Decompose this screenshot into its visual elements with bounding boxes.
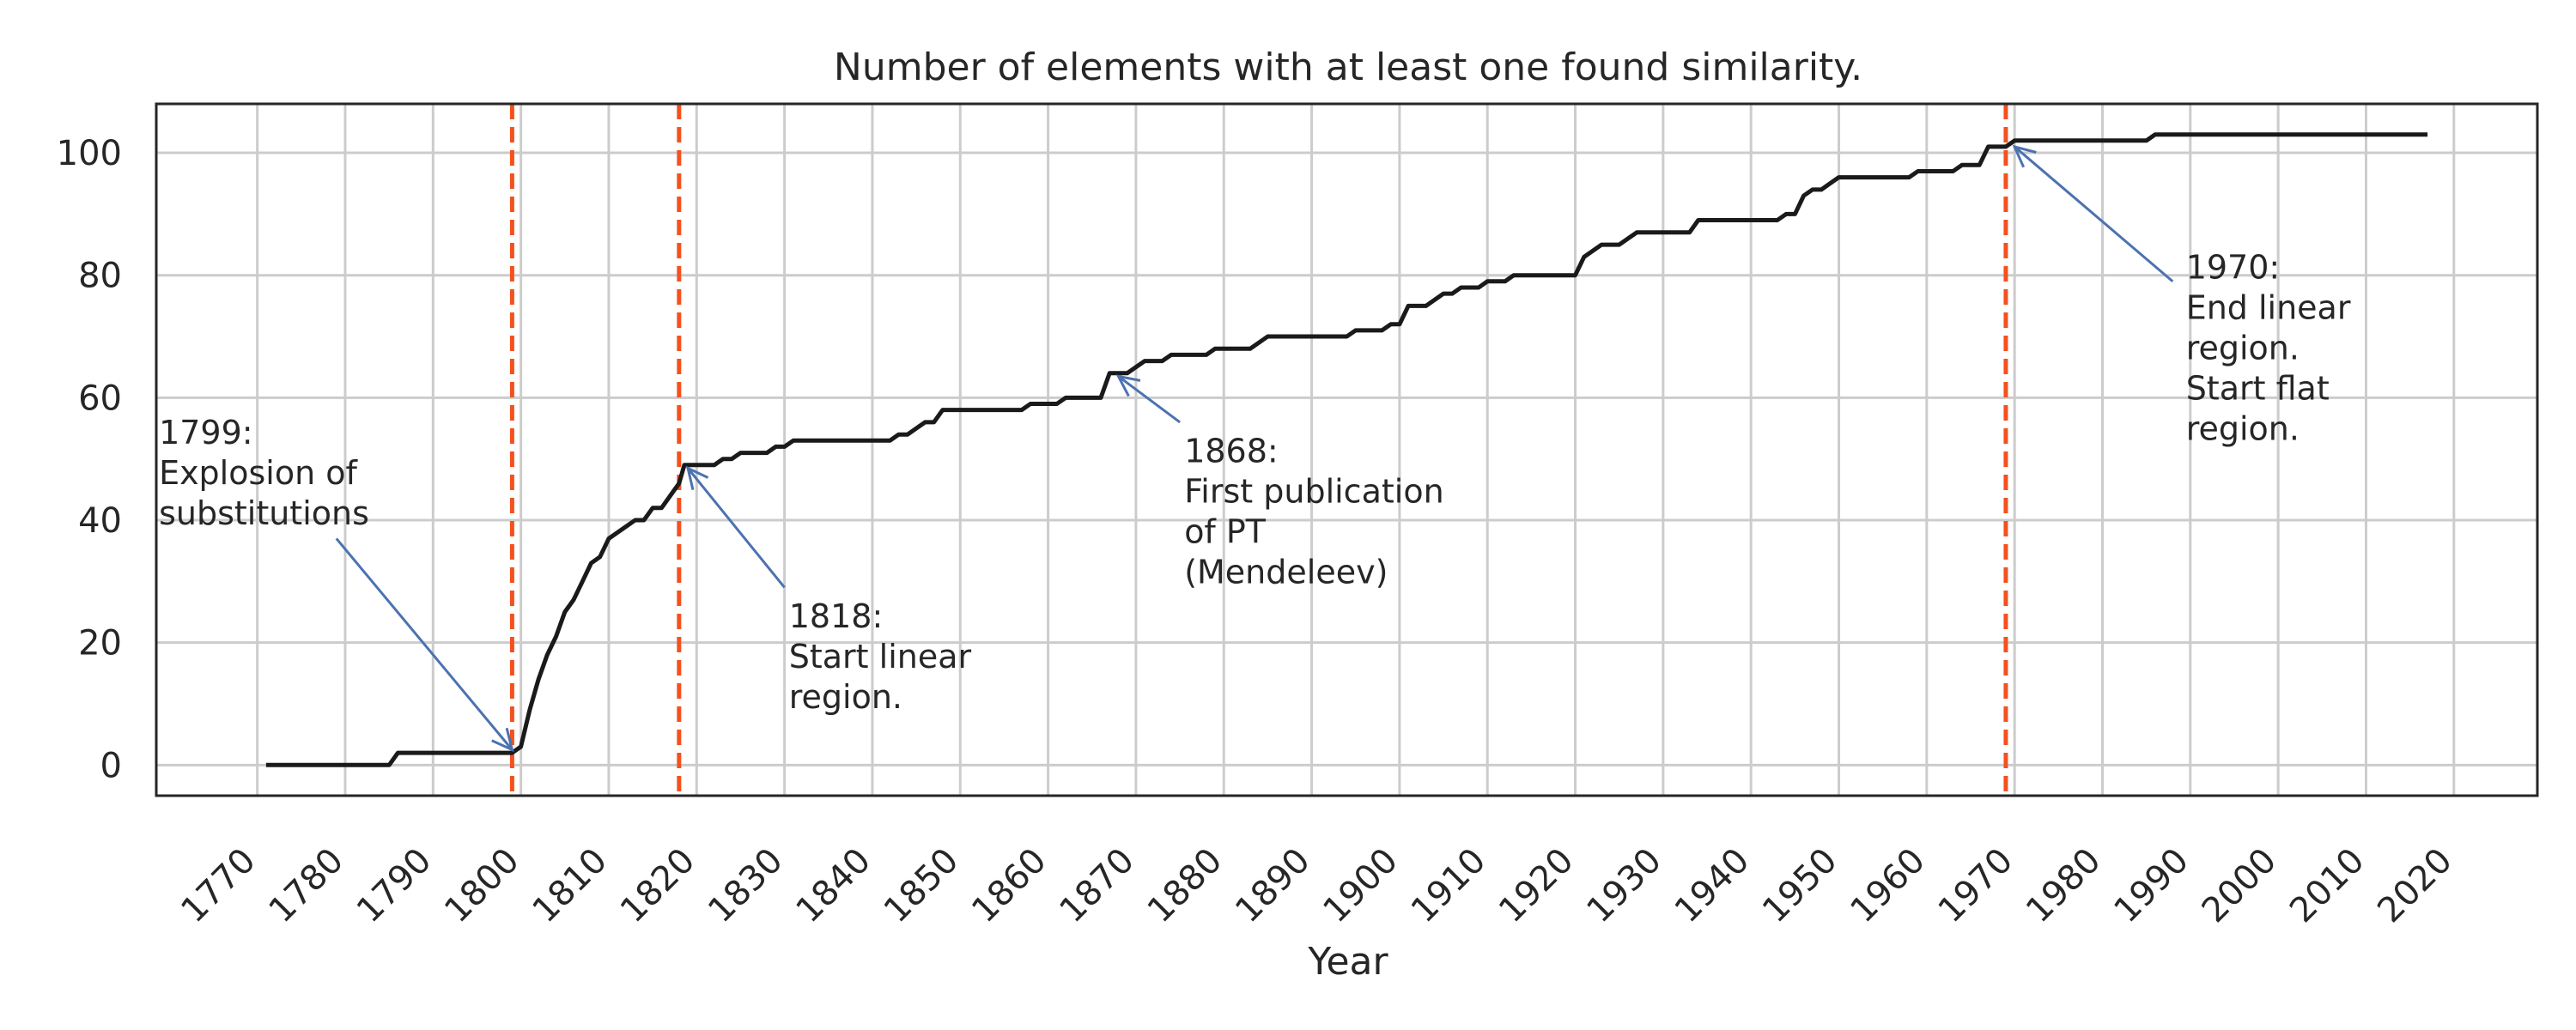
- chart-title: Number of elements with at least one fou…: [834, 45, 1862, 89]
- x-tick-label: 1860: [964, 841, 1054, 931]
- annotation-arrow: [1117, 375, 1181, 424]
- x-tick-label: 1920: [1492, 841, 1582, 931]
- x-tick-label: 1970: [1931, 841, 2021, 931]
- x-tick-label: 1820: [613, 841, 703, 931]
- y-tick-label: 40: [78, 501, 122, 541]
- annotation-text: Start linear: [789, 638, 972, 676]
- annotation-arrow: [686, 467, 786, 589]
- x-tick-label: 1770: [173, 841, 264, 931]
- x-tick-label: 2010: [2282, 841, 2372, 931]
- x-tick-label: 1900: [1315, 841, 1406, 931]
- x-tick-label: 1870: [1052, 841, 1142, 931]
- annotation-text: Explosion of: [159, 454, 358, 492]
- x-tick-label: 1780: [262, 841, 352, 931]
- annotation-text: region.: [2186, 329, 2300, 367]
- y-tick-label: 100: [57, 134, 122, 173]
- x-tick-label: 1940: [1668, 841, 1758, 931]
- annotation-arrow: [335, 537, 513, 751]
- annotation-text: 1799:: [159, 414, 253, 451]
- x-tick-label: 1800: [437, 841, 527, 931]
- y-axis-ticks: 0 20 40 60 80 100: [57, 134, 122, 785]
- x-tick-label: 1880: [1140, 841, 1230, 931]
- annotation-text: region.: [789, 678, 902, 716]
- annotation-text: (Mendeleev): [1184, 553, 1388, 591]
- annotation-text: substitutions: [159, 494, 369, 532]
- series-line: [265, 132, 2428, 767]
- annotation-text: region.: [2186, 409, 2300, 447]
- x-tick-label: 1990: [2106, 841, 2196, 931]
- annotation-arrowhead: [491, 727, 514, 753]
- y-tick-label: 60: [78, 379, 122, 418]
- x-tick-label: 1790: [349, 841, 440, 931]
- annotation-text: Start flat: [2186, 369, 2330, 407]
- annotation-text: 1868:: [1184, 432, 1279, 470]
- data-series: [265, 132, 2428, 767]
- x-axis-ticks: 1770178017901800181018201830184018501860…: [173, 841, 2460, 931]
- y-tick-label: 20: [78, 624, 122, 663]
- x-axis-label: Year: [1307, 940, 1388, 984]
- annotation-text: of PT: [1184, 512, 1267, 550]
- x-tick-label: 1930: [1579, 841, 1669, 931]
- y-tick-label: 80: [78, 257, 122, 296]
- x-tick-label: 2020: [2370, 841, 2460, 931]
- y-tick-label: 0: [100, 746, 122, 785]
- grid: [156, 104, 2537, 796]
- x-tick-label: 1810: [526, 841, 616, 931]
- x-tick-label: 2000: [2195, 841, 2285, 931]
- x-tick-label: 1840: [789, 841, 879, 931]
- x-tick-label: 1830: [701, 841, 791, 931]
- annotation-arrow: [2014, 145, 2174, 282]
- annotation-text: First publication: [1184, 472, 1443, 510]
- annotation-arrowhead: [685, 465, 709, 491]
- annotations: 1799:Explosion ofsubstitutions1818:Start…: [159, 144, 2351, 753]
- x-tick-label: 1910: [1404, 841, 1494, 931]
- annotation-arrowhead: [1115, 374, 1141, 397]
- annotation-text: 1970:: [2186, 248, 2281, 286]
- x-tick-label: 1850: [877, 841, 967, 931]
- plot-frame: [155, 102, 2539, 797]
- annotation-text: End linear: [2186, 288, 2351, 326]
- x-tick-label: 1890: [1228, 841, 1318, 931]
- x-tick-label: 1950: [1755, 841, 1845, 931]
- annotation-arrowhead: [2012, 144, 2037, 168]
- x-tick-label: 1980: [2019, 841, 2109, 931]
- annotation-text: 1818:: [789, 597, 884, 635]
- x-tick-label: 1960: [1843, 841, 1933, 931]
